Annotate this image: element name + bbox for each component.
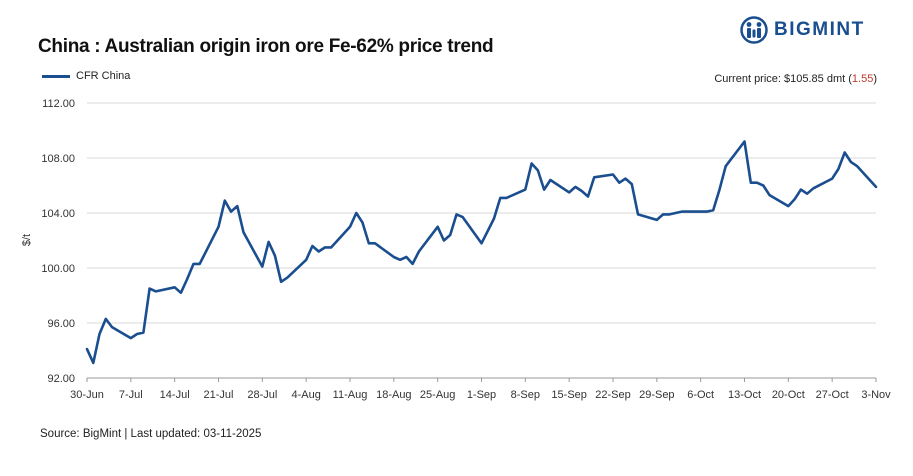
x-tick-label: 1-Sep [467,389,496,401]
x-tick-label: 18-Aug [376,389,411,401]
legend-swatch [42,74,70,78]
legend-label: CFR China [76,70,131,82]
x-tick-label: 4-Aug [291,389,320,401]
y-tick-label: 112.00 [42,98,75,110]
legend: CFR China [42,70,130,82]
x-tick-label: 20-Oct [772,389,805,401]
x-tick-label: 13-Oct [728,389,761,401]
current-price-suffix: ) [873,73,877,85]
x-tick-label: 21-Jul [204,389,234,401]
source-note: Source: BigMint | Last updated: 03-11-20… [40,428,262,440]
x-tick-label: 8-Sep [511,389,540,401]
x-tick-label: 14-Jul [160,389,190,401]
brand-name: BIGMINT [774,19,865,40]
x-tick-label: 15-Sep [551,389,586,401]
x-tick-label: 7-Jul [119,389,143,401]
y-tick-label: 104.00 [41,208,75,220]
x-tick-label: 27-Oct [816,389,849,401]
y-tick-label: 108.00 [41,153,75,165]
y-tick-label: 92.00 [47,373,75,385]
current-price: Current price: $105.85 dmt (1.55) [714,73,877,85]
current-price-prefix: Current price: $105.85 dmt ( [714,73,852,85]
y-axis-label: $/t [21,234,33,246]
price-change: 1.55 [851,73,874,85]
x-tick-label: 25-Aug [420,389,455,401]
series-line-cfr-china [85,140,878,365]
x-tick-label: 28-Jul [247,389,277,401]
brand-logo: BIGMINT [740,16,865,44]
x-tick-label: 29-Sep [639,389,674,401]
x-tick-label: 22-Sep [595,389,630,401]
bigmint-logo-icon [740,16,768,44]
x-tick-label: 30-Jun [70,389,104,401]
chart-title: China : Australian origin iron ore Fe-62… [38,36,494,57]
x-tick-label: 6-Oct [687,389,714,401]
x-tick-label: 11-Aug [333,389,368,401]
x-tick-label: 3-Nov [861,389,891,401]
y-tick-label: 100.00 [41,263,75,275]
y-tick-label: 96.00 [47,318,75,330]
